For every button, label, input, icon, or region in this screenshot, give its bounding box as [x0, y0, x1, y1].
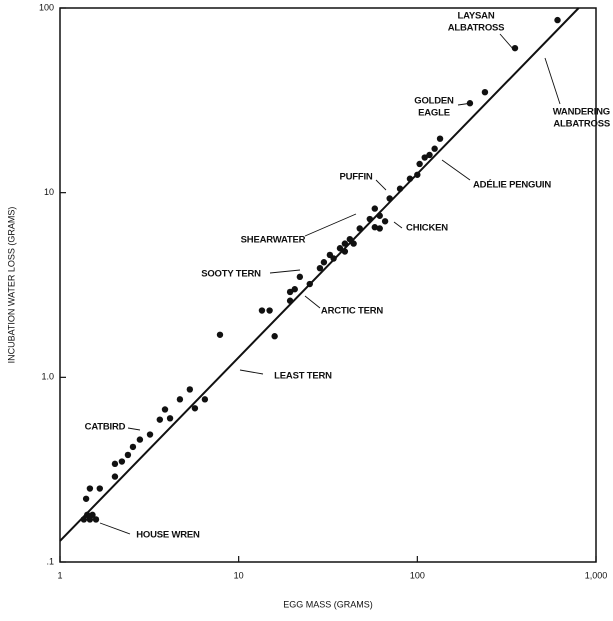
data-point	[217, 332, 223, 338]
data-point	[187, 386, 193, 392]
chart: EGG MASS (GRAMS) INCUBATION WATER LOSS (…	[0, 0, 613, 616]
data-point	[112, 461, 118, 467]
data-point	[342, 240, 348, 246]
data-point	[554, 17, 560, 23]
data-point	[177, 396, 183, 402]
data-point	[350, 240, 356, 246]
data-point	[202, 396, 208, 402]
data-point	[307, 281, 313, 287]
data-point	[287, 298, 293, 304]
x-axis-title: EGG MASS (GRAMS)	[283, 599, 373, 609]
annotation-label: PUFFIN	[339, 172, 372, 183]
data-point	[259, 307, 265, 313]
plot-frame	[60, 8, 596, 562]
annotation-label: ADÉLIE PENGUIN	[473, 180, 551, 191]
data-point	[266, 307, 272, 313]
data-point	[437, 135, 443, 141]
x-tick-label: 100	[410, 570, 425, 580]
data-point	[112, 473, 118, 479]
data-point	[377, 225, 383, 231]
x-tick-label: 1	[57, 570, 62, 580]
annotation-label: SHEARWATER	[241, 235, 306, 246]
annotation-label: SOOTY TERN	[201, 269, 261, 280]
data-point	[357, 225, 363, 231]
data-point	[167, 415, 173, 421]
data-point	[330, 255, 336, 261]
leader-line	[442, 160, 470, 180]
data-point	[87, 485, 93, 491]
data-point	[297, 274, 303, 280]
leader-line	[305, 296, 320, 308]
data-point	[321, 259, 327, 265]
x-tick-label: 10	[234, 570, 244, 580]
data-point	[416, 161, 422, 167]
data-point	[482, 89, 488, 95]
data-point	[97, 485, 103, 491]
y-tick-label: 100	[39, 2, 54, 12]
data-point	[342, 248, 348, 254]
annotation-label: EAGLE	[418, 108, 450, 119]
data-point	[137, 436, 143, 442]
annotation-label: ALBATROSS	[553, 119, 610, 130]
annotation-label: CHICKEN	[406, 223, 448, 234]
data-point	[367, 216, 373, 222]
data-point	[89, 512, 95, 518]
data-point	[130, 444, 136, 450]
data-point	[157, 416, 163, 422]
y-tick-label: .1	[46, 556, 54, 566]
fit-line	[60, 8, 579, 541]
data-point	[147, 431, 153, 437]
data-point	[83, 496, 89, 502]
leader-line	[500, 34, 514, 50]
y-tick-label: 10	[44, 187, 54, 197]
leader-line	[128, 428, 140, 430]
data-point	[192, 405, 198, 411]
data-point	[377, 213, 383, 219]
leader-line	[240, 370, 263, 374]
y-axis-title: INCUBATION WATER LOSS (GRAMS)	[6, 207, 16, 364]
leader-line	[394, 222, 402, 228]
data-point	[397, 186, 403, 192]
data-point	[271, 333, 277, 339]
data-point	[317, 265, 323, 271]
leader-line	[545, 58, 560, 104]
data-point	[162, 406, 168, 412]
annotation-label: ARCTIC TERN	[321, 306, 384, 317]
annotation-label: LEAST TERN	[274, 371, 332, 382]
annotation-label: HOUSE WREN	[136, 530, 200, 541]
annotation-label: GOLDEN	[414, 96, 454, 107]
data-point	[382, 218, 388, 224]
data-point	[372, 205, 378, 211]
data-point	[431, 146, 437, 152]
leader-line	[270, 270, 300, 273]
data-point	[125, 452, 131, 458]
annotation-label: WANDERING	[553, 107, 610, 118]
annotation-label: ALBATROSS	[448, 23, 505, 34]
data-point	[407, 176, 413, 182]
x-tick-label: 1,000	[585, 570, 608, 580]
annotation-label: CATBIRD	[85, 422, 126, 433]
leader-line	[376, 180, 386, 190]
leader-line	[100, 523, 130, 534]
data-point	[426, 152, 432, 158]
data-point	[414, 172, 420, 178]
data-point	[386, 195, 392, 201]
y-tick-label: 1.0	[41, 372, 54, 382]
data-point	[287, 289, 293, 295]
annotation-label: LAYSAN	[458, 11, 495, 22]
leader-line	[305, 214, 356, 236]
data-point	[119, 458, 125, 464]
